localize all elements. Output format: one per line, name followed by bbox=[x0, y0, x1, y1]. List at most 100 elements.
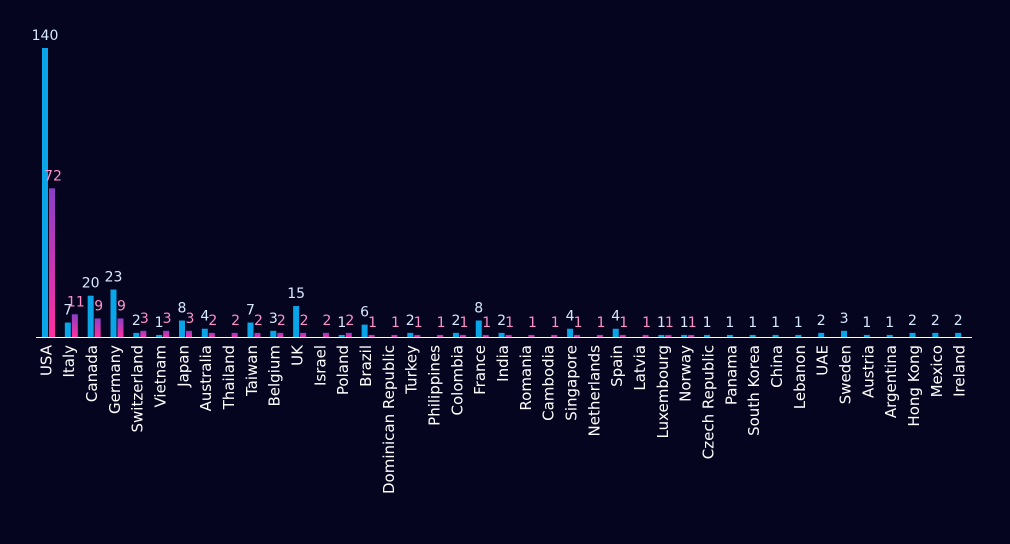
value-label-a-uae: 2 bbox=[817, 313, 826, 329]
value-label-b-luxembourg: 1 bbox=[665, 315, 674, 331]
category-label-panama: Panama bbox=[722, 345, 740, 405]
category-label-uae: UAE bbox=[814, 345, 832, 376]
value-label-a-lebanon: 1 bbox=[794, 315, 803, 331]
category-label-ireland: Ireland bbox=[951, 345, 969, 397]
category-label-south-korea: South Korea bbox=[745, 345, 763, 436]
bar-b-canada bbox=[94, 318, 101, 337]
value-label-a-luxembourg: 1 bbox=[657, 315, 666, 331]
value-label-a-india: 2 bbox=[497, 313, 506, 329]
value-label-a-poland: 1 bbox=[337, 315, 346, 331]
category-label-usa: USA bbox=[37, 344, 55, 376]
category-label-turkey: Turkey bbox=[403, 345, 421, 395]
bar-b-india bbox=[505, 334, 512, 337]
value-label-a-czech-republic: 1 bbox=[703, 315, 712, 331]
bar-a-brazil bbox=[361, 324, 368, 337]
value-label-b-france: 1 bbox=[482, 315, 491, 331]
category-label-cambodia: Cambodia bbox=[540, 345, 558, 421]
bar-b-thailand bbox=[231, 332, 238, 337]
value-label-b-colombia: 1 bbox=[459, 315, 468, 331]
value-label-b-romania: 1 bbox=[528, 315, 537, 331]
bar-b-netherlands bbox=[596, 334, 603, 337]
bar-a-taiwan bbox=[247, 322, 254, 337]
value-label-b-israel: 2 bbox=[322, 313, 331, 329]
value-label-b-india: 1 bbox=[505, 315, 514, 331]
value-label-b-switzerland: 3 bbox=[140, 311, 149, 327]
category-label-philippines: Philippines bbox=[426, 345, 444, 426]
value-label-a-brazil: 6 bbox=[360, 305, 369, 321]
category-label-luxembourg: Luxembourg bbox=[654, 345, 672, 439]
bars-layer bbox=[42, 48, 962, 337]
category-label-latvia: Latvia bbox=[631, 345, 649, 391]
bar-b-cambodia bbox=[551, 334, 558, 337]
category-label-italy: Italy bbox=[60, 345, 78, 378]
value-label-b-singapore: 1 bbox=[574, 315, 583, 331]
category-label-canada: Canada bbox=[83, 345, 101, 402]
value-label-b-philippines: 1 bbox=[437, 315, 446, 331]
value-label-b-uk: 2 bbox=[300, 313, 309, 329]
bar-a-australia bbox=[201, 328, 208, 337]
bar-a-norway bbox=[681, 334, 688, 337]
value-label-b-vietnam: 3 bbox=[163, 311, 172, 327]
bar-b-latvia bbox=[642, 334, 649, 337]
bar-b-switzerland bbox=[140, 330, 147, 337]
category-label-uk: UK bbox=[289, 344, 307, 366]
bar-a-austria bbox=[863, 334, 870, 337]
value-label-a-germany: 23 bbox=[105, 270, 123, 286]
value-label-a-vietnam: 1 bbox=[155, 315, 164, 331]
category-labels-layer: USA Italy Canada Germany Switzerland Vietnam J… bbox=[37, 344, 968, 494]
category-label-germany: Germany bbox=[106, 345, 124, 414]
value-label-b-cambodia: 1 bbox=[551, 315, 560, 331]
bar-a-india bbox=[498, 332, 505, 337]
value-label-a-switzerland: 2 bbox=[132, 313, 141, 329]
value-label-a-usa: 140 bbox=[32, 28, 59, 44]
value-label-b-brazil: 1 bbox=[368, 315, 377, 331]
bar-b-colombia bbox=[459, 334, 466, 337]
bar-b-norway bbox=[688, 334, 695, 337]
category-label-belgium: Belgium bbox=[266, 345, 284, 407]
value-label-a-china: 1 bbox=[771, 315, 780, 331]
bar-b-philippines bbox=[437, 334, 444, 337]
bar-a-uk bbox=[293, 306, 300, 337]
value-label-a-hong-kong: 2 bbox=[908, 313, 917, 329]
value-label-b-spain: 1 bbox=[619, 315, 628, 331]
category-label-france: France bbox=[471, 345, 489, 395]
category-label-china: China bbox=[768, 345, 786, 388]
bar-b-japan bbox=[185, 330, 192, 337]
bar-a-belgium bbox=[270, 330, 277, 337]
bar-b-brazil bbox=[368, 334, 375, 337]
category-label-norway: Norway bbox=[677, 345, 695, 402]
bar-a-argentina bbox=[886, 334, 893, 337]
category-label-spain: Spain bbox=[608, 345, 626, 387]
category-label-australia: Australia bbox=[197, 345, 215, 411]
bar-a-uae bbox=[818, 332, 825, 337]
category-label-hong-kong: Hong Kong bbox=[905, 345, 923, 427]
value-label-b-turkey: 1 bbox=[414, 315, 423, 331]
value-label-b-germany: 9 bbox=[117, 298, 126, 314]
category-label-thailand: Thailand bbox=[220, 345, 238, 410]
value-label-a-spain: 4 bbox=[611, 309, 620, 325]
value-label-a-mexico: 2 bbox=[931, 313, 940, 329]
value-label-a-south-korea: 1 bbox=[748, 315, 757, 331]
category-label-lebanon: Lebanon bbox=[791, 345, 809, 409]
category-label-israel: Israel bbox=[311, 345, 329, 386]
category-label-dominican-republic: Dominican Republic bbox=[380, 345, 398, 494]
category-label-colombia: Colombia bbox=[448, 345, 466, 416]
value-label-a-austria: 1 bbox=[862, 315, 871, 331]
bar-a-ireland bbox=[955, 332, 962, 337]
bar-b-dominican-republic bbox=[391, 334, 398, 337]
category-label-argentina: Argentina bbox=[882, 345, 900, 418]
category-label-switzerland: Switzerland bbox=[129, 345, 147, 433]
category-label-singapore: Singapore bbox=[562, 345, 580, 421]
value-label-a-japan: 8 bbox=[178, 300, 187, 316]
category-label-india: India bbox=[494, 345, 512, 382]
bar-b-israel bbox=[322, 332, 329, 337]
bar-b-luxembourg bbox=[665, 334, 672, 337]
bar-a-poland bbox=[338, 334, 345, 337]
bar-a-vietnam bbox=[156, 334, 163, 337]
bar-a-mexico bbox=[932, 332, 939, 337]
category-label-japan: Japan bbox=[174, 345, 192, 388]
value-label-a-belgium: 3 bbox=[269, 311, 278, 327]
value-label-b-latvia: 1 bbox=[642, 315, 651, 331]
category-label-taiwan: Taiwan bbox=[243, 345, 261, 397]
